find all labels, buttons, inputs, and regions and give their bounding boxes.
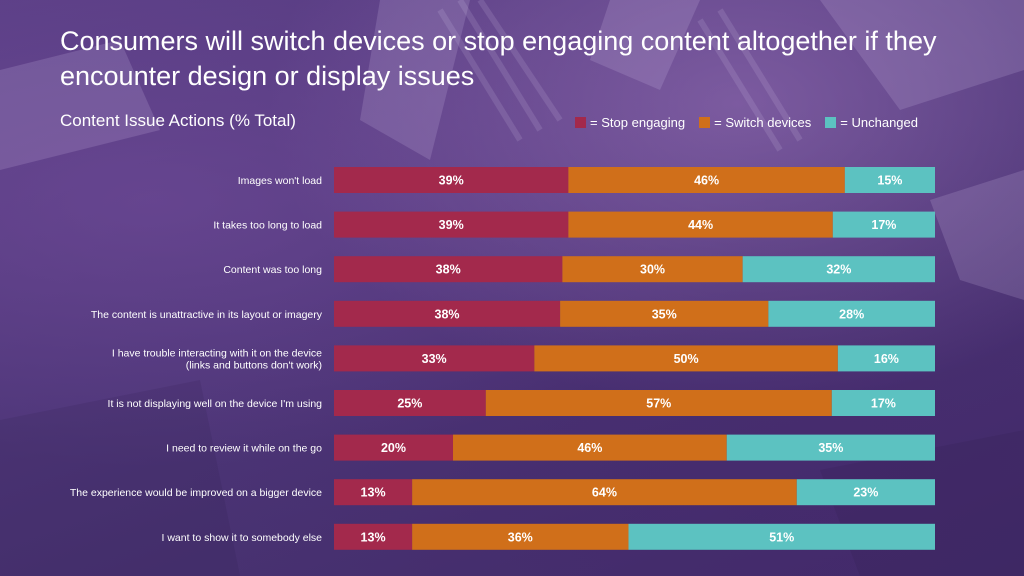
data-label-unchanged: 17% bbox=[871, 397, 896, 411]
category-label: Images won't load bbox=[238, 175, 322, 187]
category-label-line: Content was too long bbox=[223, 264, 322, 276]
data-label-unchanged: 23% bbox=[853, 486, 878, 500]
category-label-line: I need to review it while on the go bbox=[166, 443, 322, 455]
category-label-line: It is not displaying well on the device … bbox=[108, 398, 323, 410]
bar-segment-unchanged bbox=[832, 211, 935, 238]
data-label-switch-devices: 57% bbox=[646, 397, 671, 411]
legend-swatch-unchanged bbox=[825, 117, 837, 128]
bar-segment-unchanged bbox=[768, 300, 935, 327]
data-label-unchanged: 51% bbox=[769, 530, 794, 544]
category-label-line: I have trouble interacting with it on th… bbox=[112, 347, 322, 359]
legend-label-stop-engaging: = Stop engaging bbox=[590, 115, 686, 130]
bar-segment-switch-devices bbox=[568, 167, 845, 193]
bar-segment-switch-devices bbox=[560, 300, 769, 327]
bar-segment-switch-devices bbox=[534, 345, 838, 372]
legend-item-unchanged: = Unchanged bbox=[825, 115, 918, 130]
data-label-stop-engaging: 33% bbox=[422, 352, 447, 366]
category-label: Content was too long bbox=[223, 264, 322, 276]
data-label-switch-devices: 46% bbox=[577, 441, 602, 455]
category-label: It is not displaying well on the device … bbox=[108, 398, 323, 410]
category-label: The content is unattractive in its layou… bbox=[91, 309, 323, 321]
chart-legend: = Stop engaging = Switch devices = Uncha… bbox=[575, 115, 918, 130]
bar-segment-stop-engaging bbox=[334, 167, 569, 193]
data-label-switch-devices: 46% bbox=[694, 174, 719, 188]
legend-item-switch-devices: = Switch devices bbox=[699, 115, 811, 130]
data-label-stop-engaging: 38% bbox=[436, 263, 461, 277]
category-label-line: It takes too long to load bbox=[213, 220, 322, 232]
data-label-stop-engaging: 13% bbox=[361, 486, 386, 500]
chart-subtitle: Content Issue Actions (% Total) bbox=[60, 111, 296, 130]
bar-segment-stop-engaging bbox=[334, 523, 413, 550]
category-label: I want to show it to somebody else bbox=[162, 532, 323, 544]
bar-segment-switch-devices bbox=[568, 211, 833, 238]
data-label-stop-engaging: 39% bbox=[439, 218, 464, 232]
bar-segment-stop-engaging bbox=[334, 479, 413, 506]
category-label: It takes too long to load bbox=[213, 220, 322, 232]
bar-segment-stop-engaging bbox=[334, 345, 535, 372]
category-label: I have trouble interacting with it on th… bbox=[112, 347, 322, 371]
bar-segment-switch-devices bbox=[412, 523, 629, 550]
category-label-line: The content is unattractive in its layou… bbox=[91, 309, 323, 321]
category-label-line: The experience would be improved on a bi… bbox=[70, 487, 322, 499]
bar-segment-stop-engaging bbox=[334, 211, 569, 238]
bar-segment-stop-engaging bbox=[334, 300, 561, 327]
data-label-unchanged: 28% bbox=[839, 307, 864, 321]
legend-swatch-stop-engaging bbox=[575, 117, 587, 128]
data-label-switch-devices: 36% bbox=[508, 530, 533, 544]
data-label-stop-engaging: 25% bbox=[397, 397, 422, 411]
bar-segment-switch-devices bbox=[562, 256, 743, 283]
category-label: The experience would be improved on a bi… bbox=[70, 487, 322, 499]
bar-segment-stop-engaging bbox=[334, 434, 454, 461]
data-label-switch-devices: 64% bbox=[592, 486, 617, 500]
legend-item-stop-engaging: = Stop engaging bbox=[575, 115, 685, 130]
bar-segment-unchanged bbox=[628, 523, 935, 550]
legend-swatch-switch-devices bbox=[699, 117, 711, 128]
data-label-switch-devices: 50% bbox=[674, 352, 699, 366]
data-label-switch-devices: 35% bbox=[652, 307, 677, 321]
legend-label-unchanged: = Unchanged bbox=[840, 115, 918, 130]
data-label-unchanged: 17% bbox=[871, 218, 896, 232]
data-label-stop-engaging: 13% bbox=[361, 530, 386, 544]
bar-segment-unchanged bbox=[796, 479, 935, 506]
data-label-unchanged: 35% bbox=[818, 441, 843, 455]
category-label-line: (links and buttons don't work) bbox=[186, 359, 322, 371]
category-label-line: Images won't load bbox=[238, 175, 322, 187]
bar-segment-stop-engaging bbox=[334, 390, 486, 416]
category-label-line: I want to show it to somebody else bbox=[162, 532, 323, 544]
bar-segment-stop-engaging bbox=[334, 256, 563, 283]
data-label-stop-engaging: 20% bbox=[381, 441, 406, 455]
legend-label-switch-devices: = Switch devices bbox=[714, 115, 812, 130]
page-title: Consumers will switch devices or stop en… bbox=[60, 26, 937, 91]
category-label: I need to review it while on the go bbox=[166, 443, 322, 455]
data-label-stop-engaging: 39% bbox=[439, 174, 464, 188]
data-label-stop-engaging: 38% bbox=[435, 307, 460, 321]
bar-segment-switch-devices bbox=[485, 390, 832, 416]
data-label-unchanged: 16% bbox=[874, 352, 899, 366]
bar-segment-unchanged bbox=[726, 434, 935, 461]
bar-segment-unchanged bbox=[844, 167, 935, 193]
data-label-unchanged: 32% bbox=[826, 263, 851, 277]
data-label-switch-devices: 30% bbox=[640, 263, 665, 277]
bar-segment-switch-devices bbox=[412, 479, 797, 506]
bar-segment-switch-devices bbox=[453, 434, 727, 461]
data-label-unchanged: 15% bbox=[877, 174, 902, 188]
data-label-switch-devices: 44% bbox=[688, 218, 713, 232]
bar-segment-unchanged bbox=[837, 345, 935, 372]
bar-segment-unchanged bbox=[831, 390, 935, 416]
bar-segment-unchanged bbox=[742, 256, 935, 283]
